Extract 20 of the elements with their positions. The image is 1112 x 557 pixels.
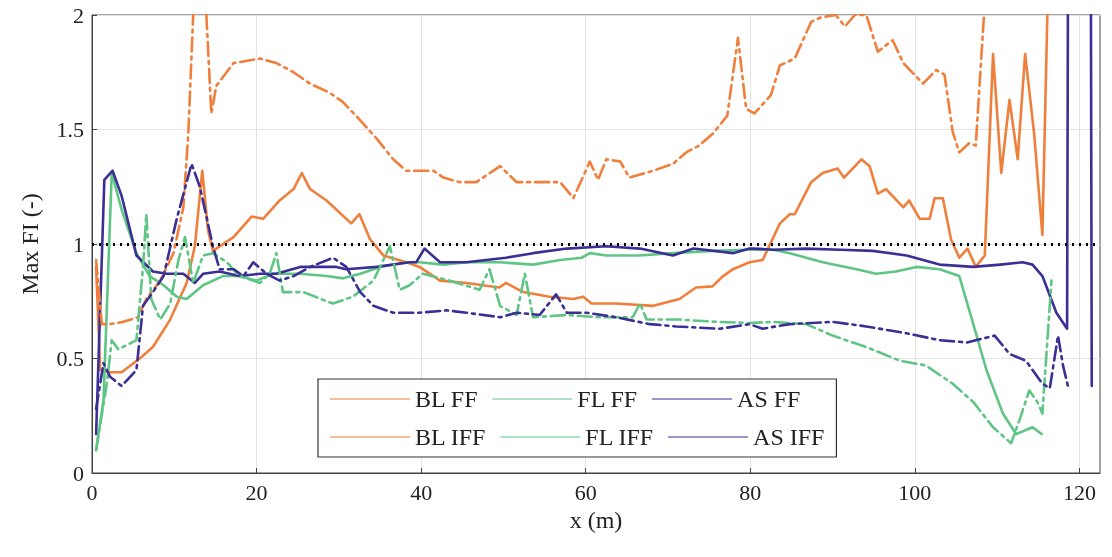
legend-label: AS FF <box>737 386 801 412</box>
y-tick-label: 1.5 <box>56 117 84 142</box>
line-series <box>94 13 1049 374</box>
y-tick-label: 0 <box>73 460 84 486</box>
legend-label: BL IFF <box>415 424 486 450</box>
legend-label: FL FF <box>577 386 638 412</box>
x-tick-label: 120 <box>1062 479 1096 505</box>
y-tick-label: 2 <box>73 2 84 28</box>
legend-label: AS IFF <box>753 424 825 450</box>
legend-label: FL IFF <box>585 424 654 450</box>
x-tick-label: 20 <box>245 479 268 505</box>
x-axis-title: x (m) <box>569 506 623 533</box>
x-tick-label: 100 <box>898 479 932 505</box>
x-tick-label: 40 <box>410 479 433 505</box>
x-tick-label: 80 <box>739 479 762 505</box>
x-tick-label: 60 <box>574 479 597 505</box>
legend-label: BL FF <box>415 386 478 412</box>
y-tick-label: 1 <box>73 231 84 257</box>
y-tick-label: 0.5 <box>56 346 84 371</box>
y-axis-title: Max FI (-) <box>17 193 43 295</box>
